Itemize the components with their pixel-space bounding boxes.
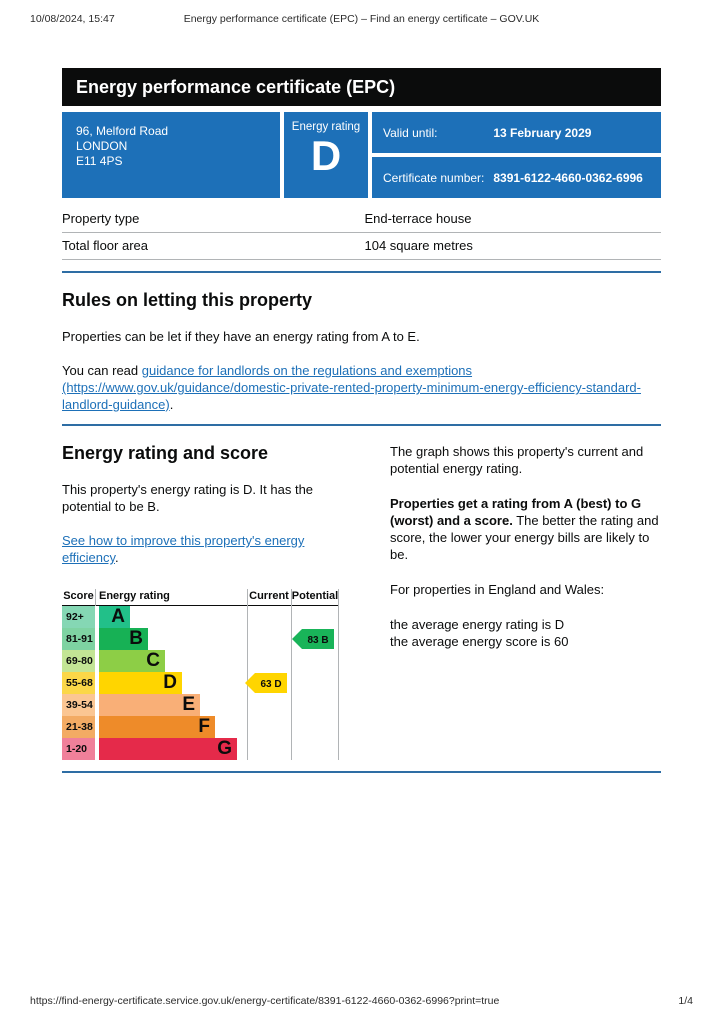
print-page-title: Energy performance certificate (EPC) – F… [183,13,540,25]
epc-band-bar: C [99,650,165,672]
section-divider [62,271,661,273]
epc-band-row: 81-91 B [62,628,339,650]
epc-band-score-range: 92+ [62,606,95,628]
improve-efficiency-link[interactable]: See how to improve this property's energ… [62,533,305,565]
chart-header-divider [95,589,96,606]
epc-band-score-range: 21-38 [62,716,95,738]
svg-text:63 D: 63 D [260,679,281,690]
epc-band-bar: E [99,694,200,716]
chart-column-divider [247,589,248,760]
section-divider [62,424,661,426]
property-type-label: Property type [62,211,140,226]
certificate-summary: 96, Melford Road LONDON E11 4PS Energy r… [62,112,661,198]
guidance-suffix: . [169,397,174,412]
valid-until-value: 13 February 2029 [493,125,592,140]
print-datetime: 10/08/2024, 15:47 [30,13,115,25]
energy-rating-box: Energy rating D [284,112,368,198]
epc-band-score-range: 1-20 [62,738,95,760]
epc-band-score-range: 69-80 [62,650,95,672]
energy-rating-section: Energy rating and score This property's … [62,426,661,760]
epc-band-row: 21-38 F [62,716,339,738]
guidance-paragraph: You can read guidance for landlords on t… [62,362,661,413]
epc-band-score-range: 39-54 [62,694,95,716]
average-score-line: the average energy score is 60 [390,634,569,649]
epc-band-row: 69-80 C [62,650,339,672]
epc-band-bar: B [99,628,148,650]
svg-text:83 B: 83 B [307,635,328,646]
browser-print-header: 10/08/2024, 15:47 Energy performance cer… [30,13,693,25]
guidance-prefix: You can read [62,363,142,378]
floor-area-label: Total floor area [62,238,148,253]
rating-summary-paragraph: This property's energy rating is D. It h… [62,482,314,514]
averages-paragraph: the average energy rating is D the avera… [390,616,661,650]
chart-col-potential: Potential [291,590,339,602]
epc-band-letter: F [198,716,210,737]
certificate-meta: Valid until: 13 February 2029 Certificat… [372,112,661,198]
graph-intro-paragraph: The graph shows this property's current … [390,444,644,476]
address-line-3: E11 4PS [76,154,123,168]
table-row: Property type End-terrace house [62,206,661,233]
chart-column-divider [291,589,292,760]
property-type-value: End-terrace house [364,211,472,226]
energy-rating-heading: Energy rating and score [62,443,269,463]
chart-col-rating: Energy rating [99,590,170,602]
epc-band-score-range: 55-68 [62,672,95,694]
floor-area-value: 104 square metres [364,238,473,253]
certificate-content: Energy performance certificate (EPC) 96,… [62,68,661,773]
epc-band-letter: C [146,650,160,671]
chart-col-current: Current [249,590,289,602]
epc-band-row: 1-20 G [62,738,339,760]
print-footer-url: https://find-energy-certificate.service.… [30,995,500,1007]
energy-rating-value: D [310,132,342,179]
property-facts-table: Property type End-terrace house Total fl… [62,206,661,260]
improve-suffix: . [115,550,119,565]
rating-explainer-bold: Properties get a rating from A (best) to… [390,496,642,528]
certificate-banner: Energy performance certificate (EPC) [62,68,661,106]
rating-column-right: The graph shows this property's current … [390,426,661,760]
epc-current-arrow: 63 D [245,673,287,693]
rules-heading: Rules on letting this property [62,290,313,310]
england-wales-paragraph: For properties in England and Wales: [390,582,605,597]
epc-band-letter: D [163,672,177,693]
section-divider [62,771,661,773]
address-line-2: LONDON [76,139,128,153]
valid-until-label: Valid until: [383,125,438,140]
rating-explainer-rest: The better the rating and score, the low… [390,513,659,562]
epc-band-letter: G [217,738,232,759]
energy-rating-label: Energy rating [291,121,361,133]
epc-band-bar: A [99,606,130,628]
address-line-1: 96, Melford Road [76,124,169,138]
certificate-number-value: 8391-6122-4660-0362-6996 [493,170,643,185]
epc-band-bar: G [99,738,237,760]
print-page-number: 1/4 [678,995,693,1007]
rating-column-left: Energy rating and score This property's … [62,426,347,760]
table-row: Total floor area 104 square metres [62,233,661,260]
rules-section: Rules on letting this property Propertie… [62,290,661,413]
epc-band-letter: E [182,694,195,715]
rules-paragraph: Properties can be let if they have an en… [62,329,420,344]
epc-band-row: 39-54 E [62,694,339,716]
landlord-guidance-link[interactable]: guidance for landlords on the regulation… [62,363,641,412]
valid-until-box: Valid until: 13 February 2029 [372,112,661,153]
improve-paragraph: See how to improve this property's energ… [62,532,347,566]
epc-chart: Score Energy rating Current Potential 92… [62,589,339,760]
chart-col-score: Score [63,590,94,602]
epc-band-bar: D [99,672,182,694]
certificate-number-label: Certificate number: [383,170,485,185]
epc-band-letter: A [111,606,125,627]
epc-chart-rows: 92+ A 81-91 B 69-80 C 55-68 D 39-54 E 21-38 F 1-20 G [62,606,339,760]
epc-chart-header: Score Energy rating Current Potential [62,589,339,606]
rating-explainer-paragraph: Properties get a rating from A (best) to… [390,495,661,563]
epc-band-bar: F [99,716,215,738]
epc-band-row: 55-68 D [62,672,339,694]
average-rating-line: the average energy rating is D [390,617,565,632]
chart-column-divider [338,589,339,760]
certificate-number-box: Certificate number: 8391-6122-4660-0362-… [372,157,661,198]
epc-band-row: 92+ A [62,606,339,628]
property-address: 96, Melford Road LONDON E11 4PS [62,112,280,198]
epc-band-letter: B [129,628,143,649]
epc-band-score-range: 81-91 [62,628,95,650]
epc-potential-arrow: 83 B [292,629,334,649]
